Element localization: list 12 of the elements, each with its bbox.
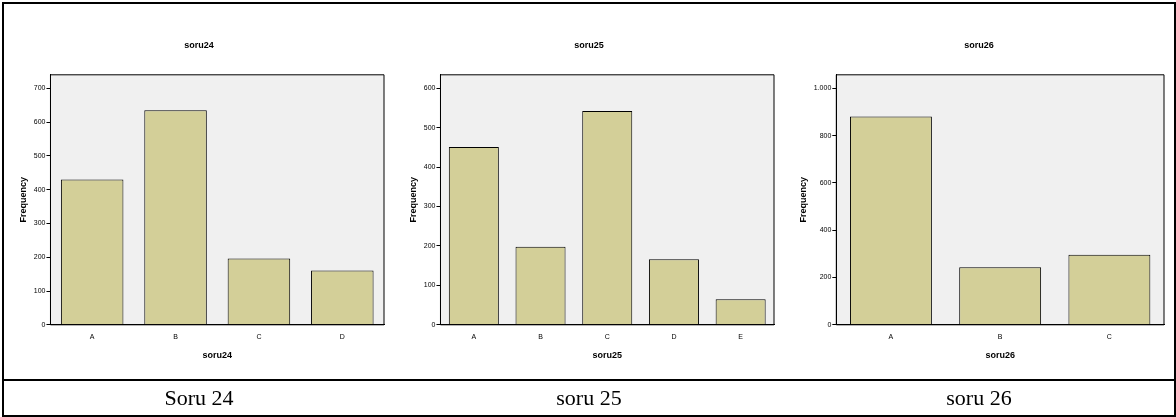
y-axis-title: Frequency bbox=[407, 177, 418, 223]
text: soru 26 bbox=[784, 379, 1174, 415]
chart-title: soru25 bbox=[574, 39, 604, 50]
text: soru 25 bbox=[394, 379, 784, 415]
chart-title: soru26 bbox=[964, 39, 994, 50]
y-axis-title: Frequency bbox=[17, 177, 28, 223]
text: Soru 24 bbox=[4, 379, 394, 415]
x-axis-title: soru24 bbox=[202, 350, 232, 361]
y-axis-title: Frequency bbox=[797, 177, 808, 223]
x-axis-title: soru25 bbox=[592, 350, 622, 361]
x-axis-title: soru26 bbox=[985, 350, 1015, 361]
chart-title: soru24 bbox=[184, 39, 214, 50]
